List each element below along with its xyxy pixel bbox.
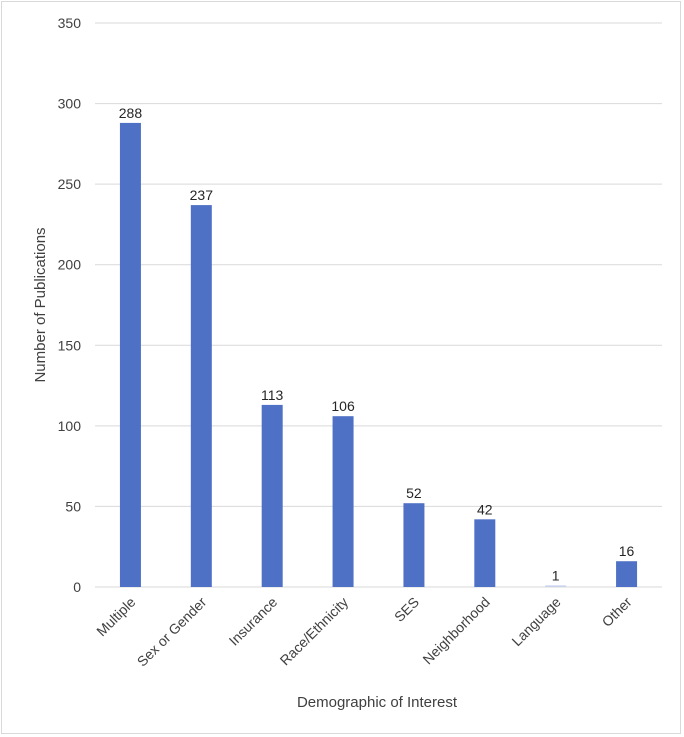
bar xyxy=(332,416,354,587)
y-tick-label: 0 xyxy=(73,579,81,595)
bar xyxy=(616,561,638,587)
bar xyxy=(261,404,283,587)
data-label: 288 xyxy=(119,105,143,121)
data-label: 113 xyxy=(261,387,284,403)
x-tick-label: Race/Ethnicity xyxy=(277,594,352,669)
data-labels: 288 237 113 106 52 42 1 16 xyxy=(119,105,635,583)
y-tick-label: 300 xyxy=(58,96,82,112)
data-label: 1 xyxy=(552,567,560,583)
x-axis-title: Demographic of Interest xyxy=(297,694,458,711)
bar xyxy=(403,503,425,587)
bar xyxy=(545,585,567,587)
x-tick-label: Other xyxy=(599,594,635,630)
bar xyxy=(190,205,212,587)
y-tick-label: 250 xyxy=(58,176,82,192)
bar xyxy=(119,122,141,587)
x-tick-label: Multiple xyxy=(93,594,139,640)
bars xyxy=(119,122,638,587)
x-tick-label: SES xyxy=(391,594,422,625)
x-tick-label: Neighborhood xyxy=(419,594,493,668)
x-tick-label: Language xyxy=(508,594,564,650)
x-tick-label: Sex or Gender xyxy=(134,594,210,670)
data-label: 42 xyxy=(477,501,493,517)
bar xyxy=(474,519,496,587)
data-label: 16 xyxy=(619,543,635,559)
y-tick-label: 100 xyxy=(58,418,82,434)
y-tick-label: 350 xyxy=(58,15,82,31)
y-axis-title: Number of Publications xyxy=(32,227,49,382)
y-tick-label: 150 xyxy=(58,337,82,353)
data-label: 106 xyxy=(331,398,355,414)
y-tick-label: 50 xyxy=(65,498,81,514)
data-label: 52 xyxy=(406,485,422,501)
data-label: 237 xyxy=(190,187,214,203)
y-axis-ticks: 0 50 100 150 200 250 300 350 xyxy=(58,15,82,595)
y-tick-label: 200 xyxy=(58,257,82,273)
gridlines xyxy=(95,22,662,588)
x-tick-label: Insurance xyxy=(226,594,281,649)
